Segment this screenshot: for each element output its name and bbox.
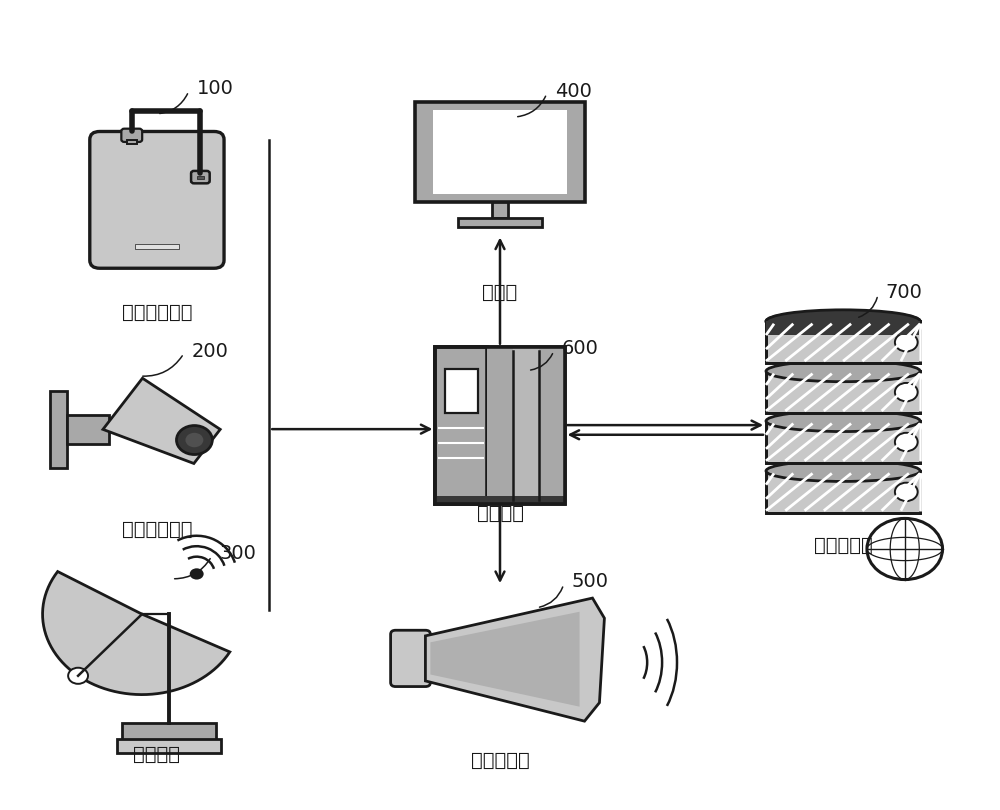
Circle shape <box>190 569 204 580</box>
FancyBboxPatch shape <box>391 630 430 687</box>
Text: 700: 700 <box>886 283 923 302</box>
FancyBboxPatch shape <box>90 131 224 268</box>
Bar <box>766 322 920 327</box>
Text: 500: 500 <box>572 573 609 591</box>
Text: 车牌识别装置: 车牌识别装置 <box>122 520 192 539</box>
Ellipse shape <box>766 311 920 332</box>
Bar <box>539 347 565 504</box>
Bar <box>435 347 487 504</box>
Bar <box>766 471 920 513</box>
Bar <box>122 723 216 740</box>
Ellipse shape <box>766 461 920 481</box>
Text: 联网服务器: 联网服务器 <box>814 536 872 556</box>
Circle shape <box>895 333 918 352</box>
Text: 300: 300 <box>220 544 256 563</box>
Circle shape <box>867 518 943 580</box>
Bar <box>766 471 920 513</box>
Bar <box>766 371 920 413</box>
Ellipse shape <box>766 411 920 432</box>
Bar <box>197 176 204 179</box>
Bar <box>435 347 487 504</box>
Bar <box>513 347 539 504</box>
Circle shape <box>176 425 212 454</box>
Ellipse shape <box>766 360 920 382</box>
Polygon shape <box>430 612 580 706</box>
Bar <box>766 421 920 463</box>
Bar <box>766 322 920 363</box>
Bar <box>435 497 565 504</box>
Text: 显示屏: 显示屏 <box>482 283 518 302</box>
Text: 200: 200 <box>192 342 229 360</box>
Bar <box>117 739 221 753</box>
Bar <box>135 244 179 249</box>
Bar <box>433 110 567 194</box>
Polygon shape <box>425 598 604 721</box>
Circle shape <box>185 433 203 447</box>
Polygon shape <box>103 378 220 463</box>
Bar <box>67 415 109 444</box>
Text: 测高雷达: 测高雷达 <box>133 745 180 765</box>
Text: 400: 400 <box>555 82 592 100</box>
Bar <box>766 328 920 335</box>
Bar <box>458 218 542 227</box>
FancyBboxPatch shape <box>121 129 142 142</box>
Bar <box>492 202 508 218</box>
FancyBboxPatch shape <box>191 171 210 183</box>
Text: 动态称重装置: 动态称重装置 <box>122 303 192 322</box>
Bar <box>435 347 565 504</box>
Bar <box>50 390 67 467</box>
Circle shape <box>895 383 918 401</box>
Bar <box>445 369 478 412</box>
Text: 语音播报器: 语音播报器 <box>471 751 529 770</box>
Circle shape <box>895 483 918 501</box>
Bar <box>766 322 920 363</box>
Text: 100: 100 <box>197 79 234 98</box>
Bar <box>766 371 920 413</box>
Text: 终端主机: 终端主机 <box>477 504 524 523</box>
Bar <box>487 347 513 504</box>
Circle shape <box>68 667 88 684</box>
Bar <box>127 139 137 143</box>
Bar <box>766 421 920 463</box>
Ellipse shape <box>766 310 920 333</box>
Bar <box>415 102 585 202</box>
Polygon shape <box>43 572 230 695</box>
Bar <box>435 347 565 504</box>
Circle shape <box>895 433 918 451</box>
Text: 600: 600 <box>562 339 599 358</box>
